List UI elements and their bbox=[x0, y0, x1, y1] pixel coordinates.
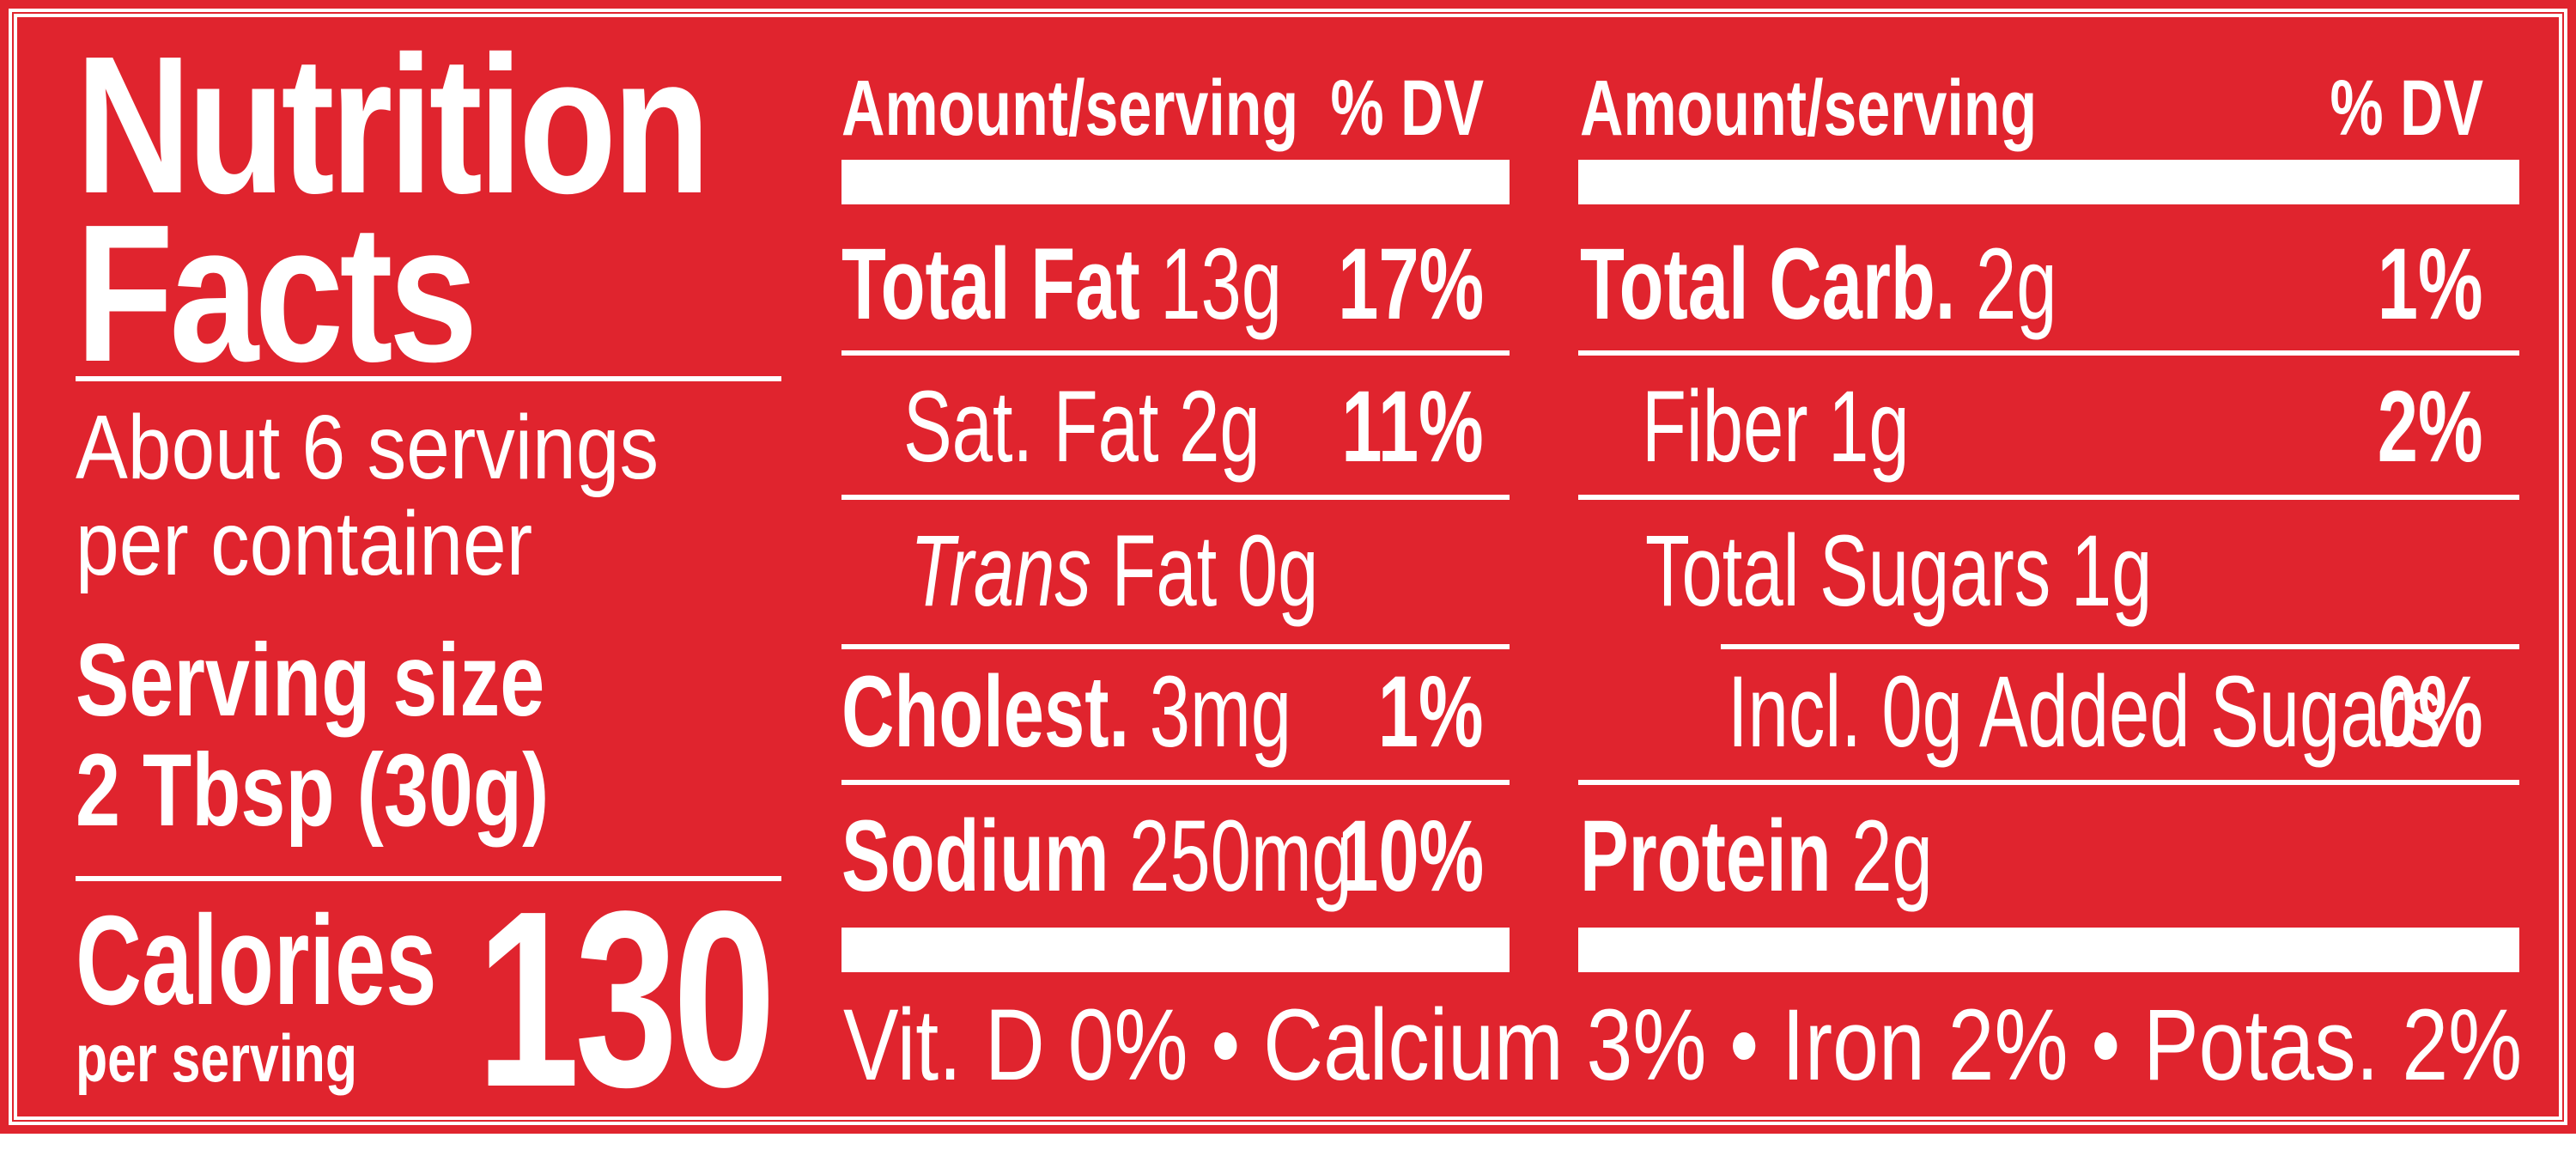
total-carb-label: Total Carb. bbox=[1580, 228, 1956, 341]
right-rule-4 bbox=[1578, 780, 2519, 785]
sat-fat-dv: 11% bbox=[1341, 370, 1484, 484]
sodium-row: Sodium 250mg bbox=[841, 806, 1352, 907]
title-line-1: Nutrition bbox=[76, 16, 710, 234]
trans-fat-row: Trans Fat 0g bbox=[910, 520, 1318, 622]
trans-fat-italic: Trans bbox=[910, 514, 1091, 628]
total-fat-label: Total Fat bbox=[841, 228, 1140, 341]
trans-fat-rest: Fat 0g bbox=[1111, 514, 1319, 628]
protein-amount: 2g bbox=[1851, 800, 1933, 913]
serving-size: Serving size 2 Tbsp (30g) bbox=[76, 625, 611, 845]
total-fat-amount: 13g bbox=[1160, 228, 1283, 341]
left-rule-1 bbox=[841, 350, 1510, 356]
cholest-dv: 1% bbox=[1378, 655, 1484, 769]
calories-value: 130 bbox=[477, 859, 776, 1139]
cholest-row: Cholest. 3mg bbox=[841, 661, 1291, 763]
sodium-amount: 250mg bbox=[1129, 800, 1352, 913]
right-header-dv: % DV bbox=[2330, 64, 2483, 152]
right-rule-1 bbox=[1578, 350, 2519, 356]
title-divider bbox=[76, 376, 781, 381]
servings-line-1: About 6 servings bbox=[76, 397, 659, 498]
fiber: Fiber 1g bbox=[1642, 370, 1910, 484]
right-thick-rule-bottom bbox=[1578, 928, 2519, 972]
right-rule-3 bbox=[1721, 644, 2519, 649]
left-rule-2 bbox=[841, 495, 1510, 500]
total-fat-dv: 17% bbox=[1337, 228, 1484, 341]
right-thick-rule-top bbox=[1578, 160, 2519, 204]
servings-per-container: About 6 servings per container bbox=[76, 399, 711, 592]
calories-per-serving: per serving bbox=[76, 1020, 358, 1096]
left-thick-rule-top bbox=[841, 160, 1510, 204]
left-rule-4 bbox=[841, 780, 1510, 785]
right-header-amount: Amount/serving bbox=[1580, 64, 2038, 152]
cholest-label: Cholest. bbox=[841, 655, 1130, 769]
title-line-2: Facts bbox=[76, 185, 478, 403]
total-carb-dv: 1% bbox=[2378, 228, 2483, 341]
protein-row: Protein 2g bbox=[1580, 806, 1933, 907]
serving-size-label: Serving size bbox=[76, 623, 545, 738]
right-rule-2 bbox=[1578, 495, 2519, 500]
sat-fat: Sat. Fat 2g bbox=[903, 370, 1261, 484]
total-carb-amount: 2g bbox=[1976, 228, 2057, 341]
vitamins-minerals-footer: Vit. D 0% • Calcium 3% • Iron 2% • Potas… bbox=[843, 989, 2523, 1102]
serving-size-value: 2 Tbsp (30g) bbox=[76, 733, 550, 848]
left-rule-3 bbox=[841, 644, 1510, 649]
total-carb-row: Total Carb. 2g bbox=[1580, 234, 2057, 335]
calories-label: Calories bbox=[76, 890, 437, 1031]
cholest-amount: 3mg bbox=[1149, 655, 1292, 769]
nutrition-facts-title: Nutrition Facts bbox=[76, 16, 710, 403]
sodium-label: Sodium bbox=[841, 800, 1109, 913]
left-header-dv: % DV bbox=[1330, 64, 1484, 152]
left-thick-rule-bottom bbox=[841, 928, 1510, 972]
added-sugars-dv: 0% bbox=[2378, 655, 2483, 769]
servings-line-2: per container bbox=[76, 493, 533, 594]
protein-label: Protein bbox=[1580, 800, 1832, 913]
panel-border bbox=[14, 14, 2562, 1120]
added-sugars: Incl. 0g Added Sugars bbox=[1728, 655, 2442, 769]
left-header-amount: Amount/serving bbox=[841, 64, 1299, 152]
sodium-dv: 10% bbox=[1337, 800, 1484, 913]
total-sugars: Total Sugars 1g bbox=[1645, 514, 2153, 628]
total-fat-row: Total Fat 13g bbox=[841, 234, 1282, 335]
fiber-dv: 2% bbox=[2378, 370, 2483, 484]
serving-divider bbox=[76, 876, 781, 881]
